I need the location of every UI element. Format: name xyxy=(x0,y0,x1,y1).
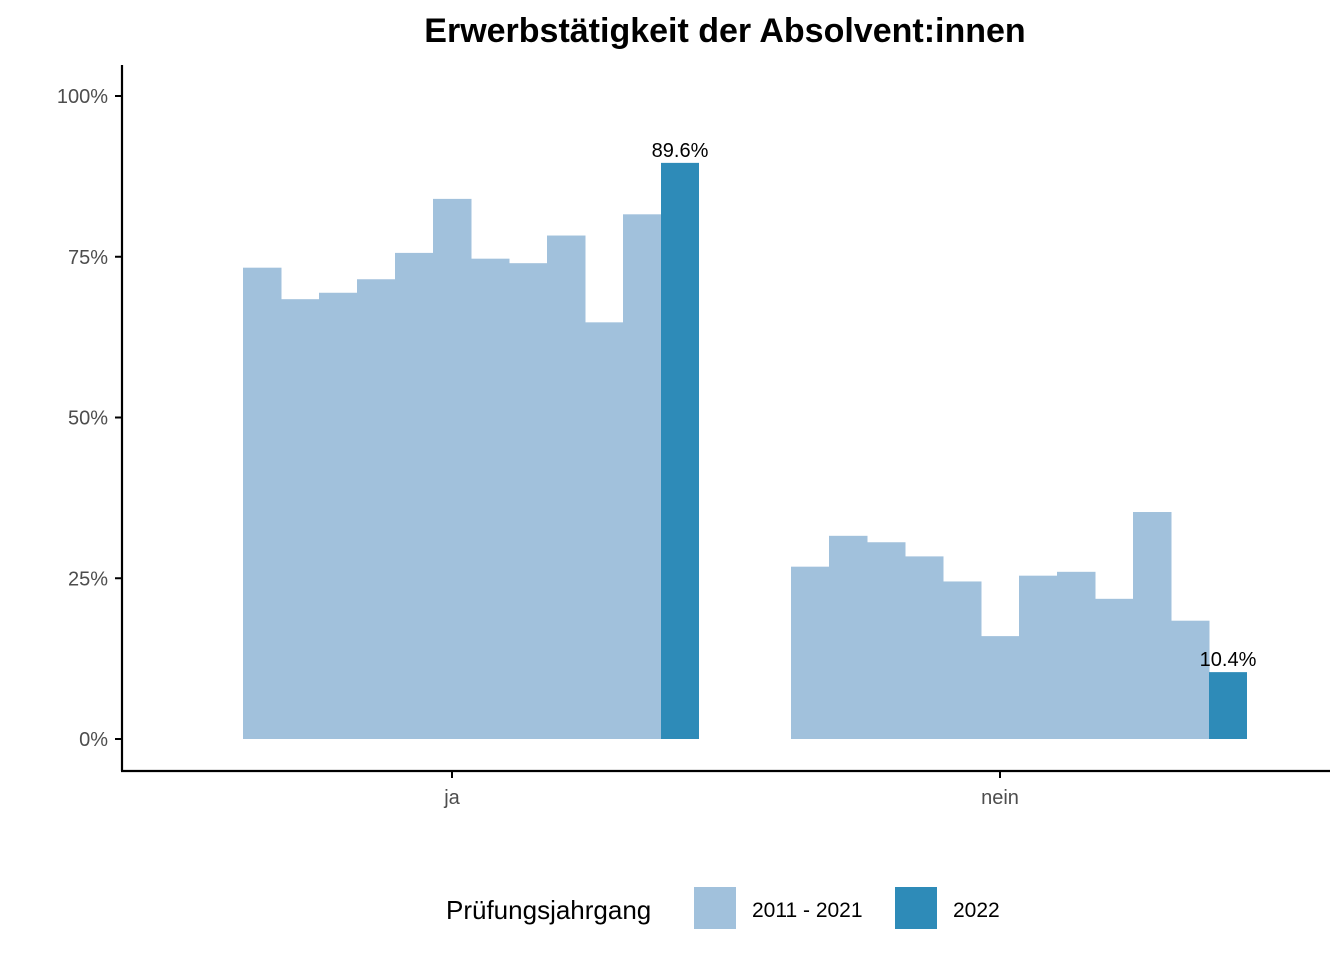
bar-history xyxy=(791,566,830,739)
bar-history xyxy=(943,581,982,739)
bar-history xyxy=(1133,512,1172,739)
bar-history xyxy=(829,535,868,739)
bar-history xyxy=(1095,598,1134,739)
x-axis: ja nein xyxy=(443,771,1019,809)
legend-swatch-history xyxy=(694,887,736,929)
bar-history xyxy=(1019,575,1058,739)
x-tick-label: ja xyxy=(443,787,460,809)
bar-history xyxy=(585,322,624,739)
data-label: 10.4% xyxy=(1200,649,1257,671)
y-tick-label: 50% xyxy=(68,408,108,430)
y-tick-label: 0% xyxy=(79,729,108,751)
legend-swatch-current xyxy=(895,887,937,929)
bar-history xyxy=(1171,620,1210,739)
bar-history xyxy=(319,292,358,739)
y-tick-label: 75% xyxy=(68,247,108,269)
bar-history xyxy=(357,279,396,739)
y-tick-label: 100% xyxy=(57,86,108,108)
legend-label-history: 2011 - 2021 xyxy=(752,899,863,922)
bar-current xyxy=(661,162,699,739)
legend-title: Prüfungsjahrgang xyxy=(446,895,651,925)
bar-history xyxy=(433,198,472,739)
bar-history xyxy=(395,252,434,739)
chart-title: Erwerbstätigkeit der Absolvent:innen xyxy=(424,12,1025,50)
bar-history xyxy=(867,542,906,739)
data-label: 89.6% xyxy=(652,140,709,162)
bar-history xyxy=(509,263,548,739)
legend: Prüfungsjahrgang 2011 - 2021 2022 xyxy=(446,887,1000,929)
y-tick-label: 25% xyxy=(68,568,108,590)
bar-history xyxy=(471,258,510,739)
plot-area: 89.6% 10.4% xyxy=(243,140,1257,739)
legend-label-current: 2022 xyxy=(953,899,1000,922)
bar-history xyxy=(623,214,662,739)
bar-history xyxy=(905,556,944,739)
y-axis: 0% 25% 50% 75% 100% xyxy=(57,86,122,751)
bar-history xyxy=(1057,571,1096,739)
bar-group-ja: 89.6% xyxy=(243,140,709,739)
bar-history xyxy=(281,299,320,739)
bar-current xyxy=(1209,672,1247,739)
bar-history xyxy=(547,235,586,739)
bar-group-nein: 10.4% xyxy=(791,512,1257,739)
bar-history xyxy=(981,636,1020,739)
bar-history xyxy=(243,267,282,739)
x-tick-label: nein xyxy=(981,787,1019,809)
